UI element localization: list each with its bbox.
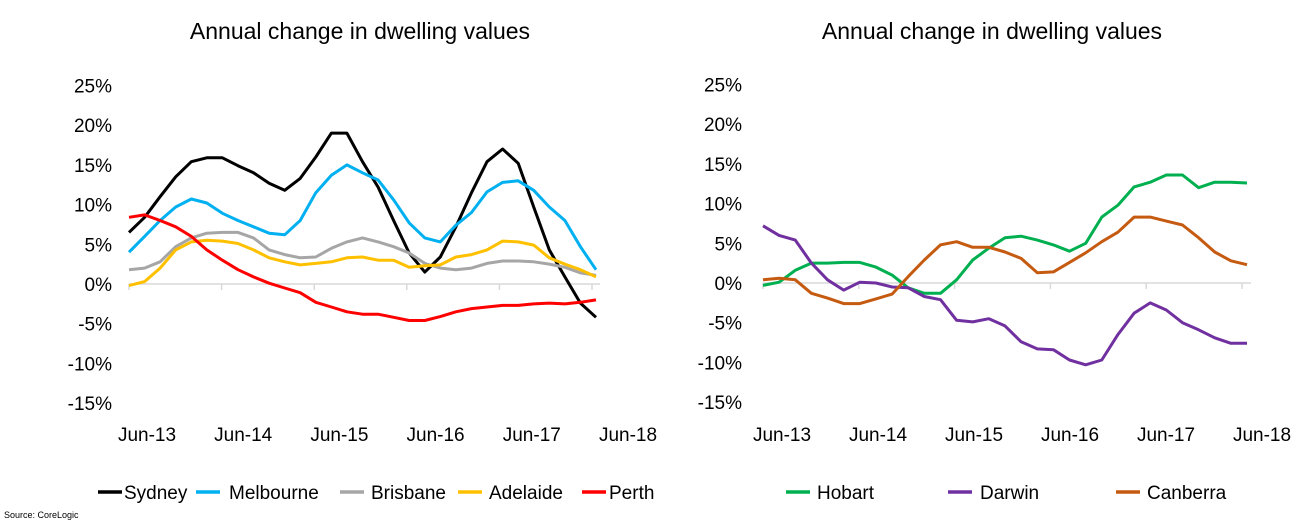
x-tick-label: Jun-13	[118, 425, 176, 446]
x-tick-label: Jun-16	[1041, 425, 1099, 446]
y-tick-label: 0%	[715, 274, 743, 295]
source-note: Source: CoreLogic	[4, 510, 79, 520]
y-tick-label: 25%	[704, 76, 742, 97]
x-tick-label: Jun-14	[849, 425, 908, 446]
x-tick-label: Jun-17	[1137, 425, 1195, 446]
y-tick-label: 10%	[704, 195, 742, 216]
legend-item-melbourne: Melbourne	[196, 483, 319, 504]
y-tick-label: 20%	[74, 116, 112, 137]
y-tick-label: 15%	[704, 155, 742, 176]
legend-item-perth: Perth	[582, 483, 654, 504]
y-tick-label: 10%	[74, 196, 112, 217]
series-line-adelaide	[128, 238, 597, 288]
series-line-darwin	[762, 224, 1247, 367]
y-tick-label: -10%	[698, 353, 742, 374]
x-tick-label: Jun-14	[214, 425, 273, 446]
y-tick-label: 20%	[704, 115, 742, 136]
x-tick-label: Jun-15	[310, 425, 368, 446]
x-tick-label: Jun-18	[1233, 425, 1291, 446]
y-tick-label: -15%	[698, 393, 742, 414]
chart-2: Annual change in dwelling values 25% 20% 15…	[698, 18, 1291, 504]
legend-item-brisbane: Brisbane	[340, 483, 446, 504]
x-tick-label: Jun-18	[599, 425, 657, 446]
y-tick-label: 5%	[85, 235, 113, 256]
chart-title: Annual change in dwelling values	[822, 18, 1162, 44]
legend-label: Hobart	[817, 483, 875, 504]
legend-item-canberra: Canberra	[1116, 483, 1227, 504]
y-tick-label: -5%	[78, 315, 112, 336]
y-tick-label: 25%	[74, 77, 112, 98]
x-tick-label: Jun-16	[407, 425, 465, 446]
series-line-hobart	[762, 173, 1248, 295]
x-tick-label: Jun-17	[503, 425, 561, 446]
y-tick-label: -15%	[68, 394, 112, 415]
series-line-perth	[128, 213, 597, 322]
legend-label: Melbourne	[229, 483, 319, 504]
y-tick-label: 0%	[85, 275, 113, 296]
y-tick-label: -5%	[708, 314, 742, 335]
series-line-melbourne	[127, 163, 598, 271]
series-line-brisbane	[128, 230, 597, 277]
legend-label: Canberra	[1147, 483, 1227, 504]
x-tick-label: Jun-13	[753, 425, 811, 446]
legend-item-hobart: Hobart	[786, 483, 875, 504]
y-tick-label: 15%	[74, 156, 112, 177]
series-line-sydney	[127, 131, 598, 319]
chart-title: Annual change in dwelling values	[190, 18, 530, 44]
legend-label: Perth	[609, 483, 654, 504]
y-tick-label: -10%	[68, 354, 112, 375]
legend-label: Adelaide	[489, 483, 563, 504]
legend-item-darwin: Darwin	[948, 483, 1039, 504]
legend-label: Darwin	[980, 483, 1039, 504]
x-tick-label: Jun-15	[945, 425, 1003, 446]
series-line-canberra	[762, 215, 1248, 306]
legend-item-adelaide: Adelaide	[458, 483, 563, 504]
y-tick-label: 5%	[715, 234, 743, 255]
chart-1: Annual change in dwelling values 25% 20% 15…	[68, 18, 657, 504]
legend-label: Brisbane	[371, 483, 446, 504]
legend-label: Sydney	[124, 483, 188, 504]
legend-item-sydney: Sydney	[98, 483, 188, 504]
